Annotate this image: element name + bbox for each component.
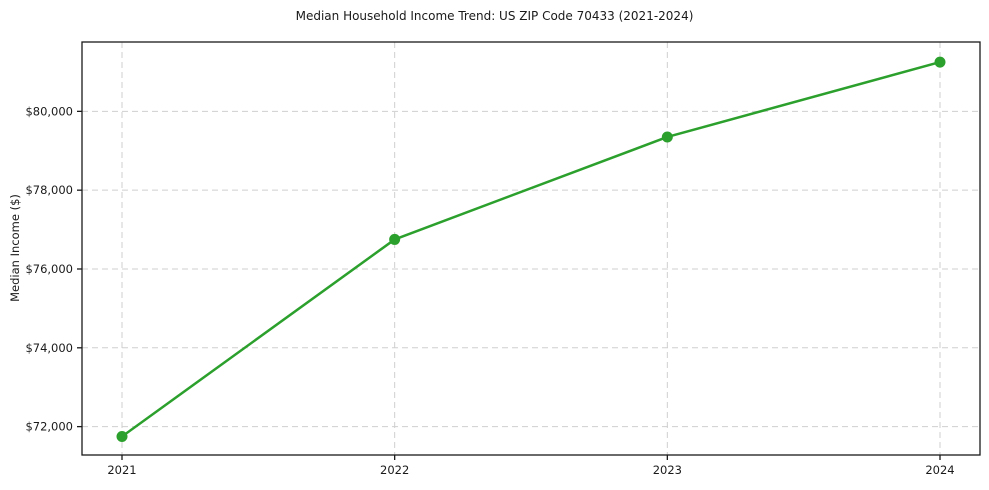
x-tick-label: 2024 [925, 463, 954, 477]
y-tick-label: $74,000 [25, 341, 73, 355]
data-point-marker [116, 430, 128, 442]
y-tick-label: $80,000 [25, 104, 73, 118]
y-tick-label: $76,000 [25, 262, 73, 276]
plot-border [81, 41, 981, 456]
chart-title: Median Household Income Trend: US ZIP Co… [295, 9, 694, 23]
x-tick-label: 2021 [107, 463, 136, 477]
y-tick-label: $78,000 [25, 183, 73, 197]
data-point-marker [934, 56, 946, 68]
income-trend-line [120, 60, 942, 438]
y-tick-label: $72,000 [25, 420, 73, 434]
data-point-marker [661, 131, 673, 143]
x-tick-label: 2023 [653, 463, 682, 477]
x-tick-label: 2022 [380, 463, 409, 477]
data-point-marker [389, 233, 401, 245]
